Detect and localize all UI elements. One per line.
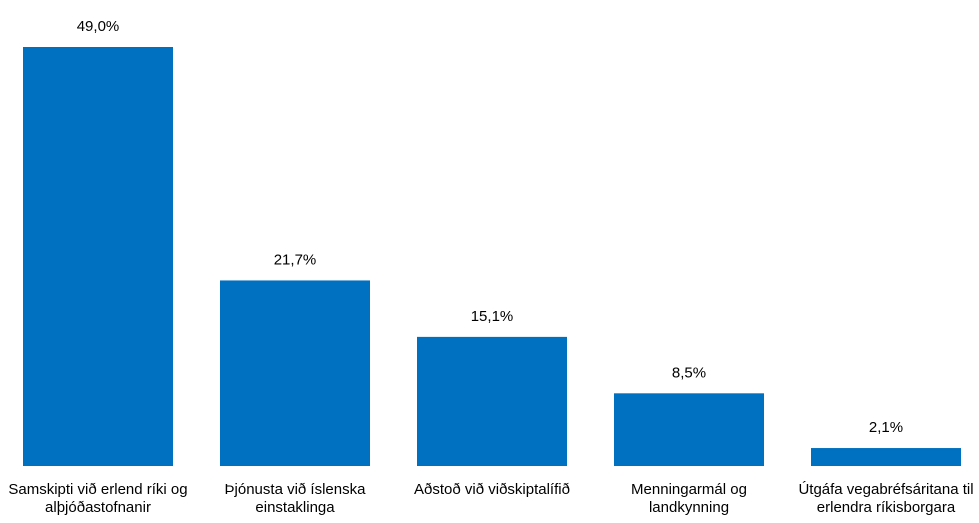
value-label: 2,1%: [869, 419, 903, 436]
value-label: 49,0%: [77, 18, 120, 35]
value-label: 15,1%: [471, 308, 514, 325]
x-tick-label: Samskipti við erlend ríki og alþjóðastof…: [8, 481, 188, 516]
bar: [23, 47, 173, 466]
x-tick-label: Menningarmál og landkynning: [631, 481, 747, 516]
x-tick-label: Útgáfa vegabréfsáritana til erlendra rík…: [798, 481, 974, 516]
value-label: 8,5%: [672, 364, 706, 381]
bar: [614, 393, 764, 466]
value-label: 21,7%: [274, 251, 317, 268]
bar: [417, 336, 567, 466]
x-tick-label: Aðstoð við viðskiptalífið: [414, 481, 570, 498]
bar: [220, 280, 370, 466]
bar: [811, 448, 961, 466]
x-tick-label: Þjónusta við íslenska einstaklinga: [224, 481, 366, 516]
